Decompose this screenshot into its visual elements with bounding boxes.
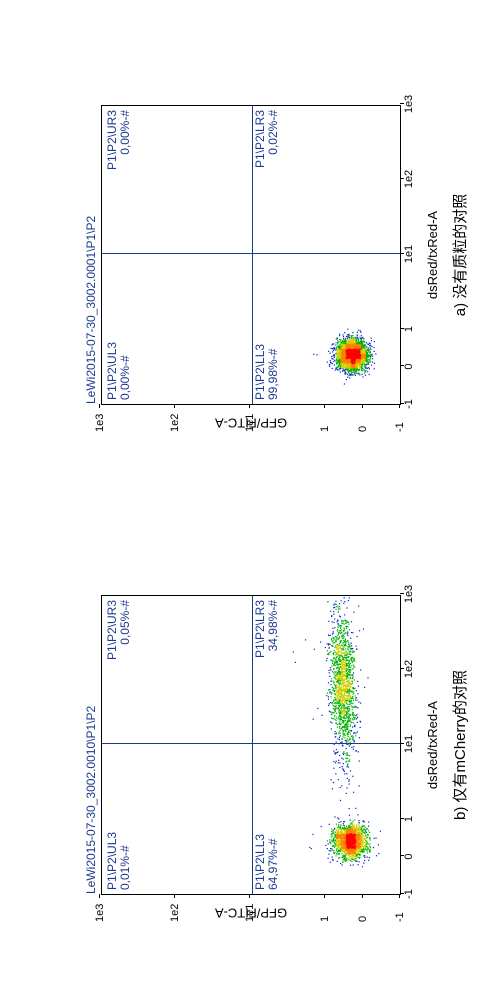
tick-x: 1: [403, 816, 415, 822]
q-label: P1\P2\UR3: [105, 110, 119, 170]
tick-y: 1e3: [94, 414, 106, 432]
quad-ur-b: P1\P2\UR3 0,05%-#: [106, 600, 132, 660]
q-pct: 0,00%-#: [118, 355, 132, 400]
q-pct: 99,98%-#: [266, 349, 280, 400]
plot-frame-b: LeWi2015-07-30_3002.0010\P1\P2 P1\P2\UL3…: [101, 595, 401, 895]
tick-y: 0: [356, 426, 368, 432]
x-label-a: dsRed/txRed-A: [425, 106, 440, 404]
plot-frame-a: LeWi2015-07-30_3002.0001\P1\P2 P1\P2\UL3…: [101, 105, 401, 405]
quad-v-b: [102, 743, 400, 744]
tick-x: 1e1: [403, 245, 415, 263]
tick-y: 1: [319, 426, 331, 432]
tick-y: -1: [394, 912, 406, 922]
plot-title-b: LeWi2015-07-30_3002.0010\P1\P2: [84, 706, 98, 894]
tick-x: 1: [403, 326, 415, 332]
q-pct: 0,00%-#: [118, 110, 132, 155]
quad-lr-b: P1\P2\LR3 34,98%-#: [254, 600, 280, 658]
quad-v-a: [102, 253, 400, 254]
q-label: P1\P2\LL3: [253, 344, 267, 400]
tick-y: -1: [394, 422, 406, 432]
tick-y: 1e3: [94, 904, 106, 922]
plot-title-a: LeWi2015-07-30_3002.0001\P1\P2: [84, 216, 98, 404]
caption-b: b) 仅有mCherry的对照: [449, 670, 470, 820]
tick-x: 1e3: [403, 95, 415, 113]
q-label: P1\P2\LR3: [253, 600, 267, 658]
caption-a: a) 没有质粒的对照: [449, 194, 470, 317]
tick-y: 0: [356, 916, 368, 922]
q-label: P1\P2\LR3: [253, 110, 267, 168]
q-pct: 34,98%-#: [266, 600, 280, 651]
panel-a: LeWi2015-07-30_3002.0001\P1\P2 P1\P2\UL3…: [101, 105, 401, 405]
q-label: P1\P2\UR3: [105, 600, 119, 660]
q-label: P1\P2\UL3: [105, 832, 119, 890]
panel-b-wrap: LeWi2015-07-30_3002.0010\P1\P2 P1\P2\UL3…: [10, 515, 491, 975]
scatter-a: [102, 106, 400, 404]
tick-x: 1e2: [403, 660, 415, 678]
quad-ll-a: P1\P2\LL3 99,98%-#: [254, 344, 280, 400]
tick-x: 0: [403, 853, 415, 859]
x-label-b: dsRed/txRed-A: [425, 596, 440, 894]
q-pct: 0,05%-#: [118, 600, 132, 645]
tick-y: 1e1: [244, 904, 256, 922]
tick-x: 1e1: [403, 735, 415, 753]
quad-ul-b: P1\P2\UL3 0,01%-#: [106, 832, 132, 890]
panel-a-wrap: LeWi2015-07-30_3002.0001\P1\P2 P1\P2\UL3…: [10, 25, 491, 485]
panel-b: LeWi2015-07-30_3002.0010\P1\P2 P1\P2\UL3…: [101, 595, 401, 895]
tick-x: -1: [403, 889, 415, 899]
q-pct: 0,01%-#: [118, 845, 132, 890]
q-pct: 0,02%-#: [266, 110, 280, 155]
quad-ul-a: P1\P2\UL3 0,00%-#: [106, 342, 132, 400]
tick-x: 1e3: [403, 585, 415, 603]
tick-y: 1e2: [169, 904, 181, 922]
q-label: P1\P2\UL3: [105, 342, 119, 400]
quad-lr-a: P1\P2\LR3 0,02%-#: [254, 110, 280, 168]
quad-ll-b: P1\P2\LL3 64,97%-#: [254, 834, 280, 890]
quad-ur-a: P1\P2\UR3 0,00%-#: [106, 110, 132, 170]
scatter-b: [102, 596, 400, 894]
tick-x: 1e2: [403, 170, 415, 188]
tick-y: 1e2: [169, 414, 181, 432]
q-label: P1\P2\LL3: [253, 834, 267, 890]
tick-x: 0: [403, 363, 415, 369]
tick-y: 1: [319, 916, 331, 922]
tick-y: 1e1: [244, 414, 256, 432]
tick-x: -1: [403, 399, 415, 409]
q-pct: 64,97%-#: [266, 839, 280, 890]
